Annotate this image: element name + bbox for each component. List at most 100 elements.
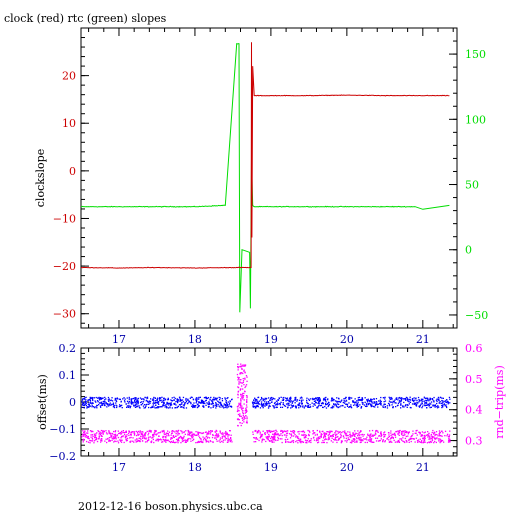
- scatter-point: [448, 439, 450, 441]
- scatter-point: [111, 435, 113, 437]
- scatter-point: [381, 434, 383, 436]
- scatter-point: [218, 401, 220, 403]
- scatter-point: [226, 402, 228, 405]
- scatter-point: [144, 396, 146, 399]
- scatter-point: [167, 439, 169, 441]
- scatter-point: [390, 398, 392, 400]
- scatter-point: [238, 410, 240, 412]
- scatter-point: [284, 434, 286, 436]
- scatter-point: [102, 403, 104, 405]
- scatter-point: [208, 437, 211, 439]
- scatter-point: [237, 405, 240, 407]
- scatter-point: [257, 429, 260, 432]
- scatter-point: [157, 432, 159, 434]
- scatter-point: [384, 398, 386, 400]
- scatter-point: [372, 405, 374, 407]
- scatter-point: [302, 406, 304, 408]
- scatter-point: [271, 401, 273, 403]
- scatter-point: [205, 438, 207, 441]
- scatter-point: [237, 413, 240, 416]
- scatter-point: [333, 403, 335, 405]
- scatter-point: [362, 435, 364, 437]
- scatter-point: [128, 396, 130, 399]
- scatter-point: [262, 403, 265, 406]
- scatter-point: [148, 401, 150, 403]
- scatter-point: [260, 403, 263, 405]
- scatter-point: [239, 403, 242, 405]
- scatter-point: [153, 432, 155, 434]
- scatter-point: [254, 398, 257, 400]
- scatter-point: [340, 440, 343, 442]
- scatter-point: [176, 398, 178, 400]
- scatter-point: [429, 441, 431, 444]
- scatter-point: [260, 404, 262, 406]
- scatter-point: [205, 399, 207, 401]
- scatter-point: [337, 430, 339, 433]
- scatter-point: [307, 405, 309, 407]
- scatter-point: [95, 434, 97, 437]
- x-tick-label: 17: [112, 333, 126, 346]
- scatter-point: [317, 402, 319, 404]
- scatter-point: [203, 397, 206, 399]
- scatter-point: [274, 398, 276, 400]
- scatter-point: [103, 401, 106, 403]
- scatter-point: [255, 437, 257, 439]
- scatter-point: [434, 431, 436, 434]
- scatter-point: [313, 439, 316, 441]
- scatter-point: [441, 404, 443, 407]
- scatter-point: [289, 397, 291, 399]
- scatter-point: [190, 435, 192, 437]
- scatter-point: [344, 431, 346, 434]
- scatter-point: [242, 395, 245, 397]
- scatter-point: [407, 431, 409, 433]
- scatter-point: [141, 401, 143, 403]
- scatter-point: [397, 399, 399, 401]
- scatter-point: [156, 433, 158, 435]
- scatter-point: [192, 435, 194, 437]
- scatter-point: [399, 438, 401, 440]
- scatter-point: [153, 399, 155, 401]
- scatter-point: [198, 396, 200, 399]
- scatter-point: [193, 433, 195, 435]
- scatter-point: [240, 424, 242, 427]
- scatter-point: [370, 405, 372, 408]
- scatter-point: [426, 404, 428, 406]
- scatter-point: [207, 436, 209, 438]
- scatter-point: [85, 401, 87, 403]
- scatter-point: [306, 399, 308, 401]
- scatter-point: [433, 401, 435, 403]
- scatter-point: [215, 407, 217, 409]
- scatter-point: [170, 441, 172, 444]
- scatter-point: [262, 438, 264, 440]
- scatter-point: [100, 429, 103, 432]
- scatter-point: [206, 434, 208, 436]
- scatter-point: [386, 405, 388, 407]
- scatter-point: [162, 441, 164, 443]
- scatter-point: [273, 441, 275, 443]
- scatter-point: [159, 431, 162, 433]
- scatter-point: [424, 401, 426, 404]
- scatter-point: [277, 399, 280, 401]
- scatter-point: [410, 407, 412, 409]
- scatter-point: [125, 403, 127, 405]
- scatter-point: [306, 402, 308, 404]
- scatter-point: [312, 437, 315, 439]
- scatter-point: [309, 404, 311, 406]
- scatter-point: [206, 441, 208, 443]
- scatter-point: [223, 432, 225, 434]
- scatter-point: [107, 438, 109, 440]
- scatter-point: [99, 397, 101, 400]
- scatter-point: [338, 437, 341, 439]
- scatter-point: [217, 435, 220, 437]
- scatter-point: [85, 402, 87, 405]
- scatter-point: [447, 403, 449, 405]
- scatter-point: [240, 372, 242, 375]
- x-tick-label: 18: [188, 333, 202, 346]
- scatter-point: [163, 433, 165, 435]
- scatter-point: [285, 436, 287, 438]
- scatter-point: [224, 437, 226, 439]
- scatter-point: [209, 403, 211, 405]
- scatter-point: [94, 436, 96, 438]
- scatter-point: [104, 402, 106, 405]
